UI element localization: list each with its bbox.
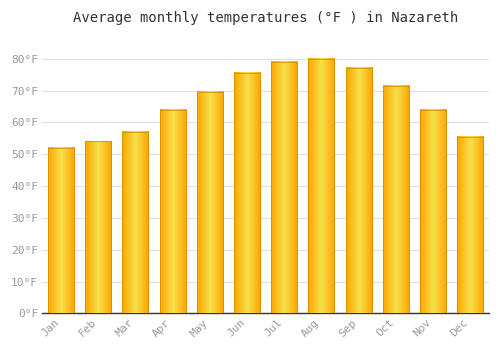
Bar [420,110,446,313]
Bar [383,86,409,313]
Bar [308,59,334,313]
Bar [458,136,483,313]
Bar [271,62,297,313]
Bar [346,68,372,313]
Bar [122,132,148,313]
Title: Average monthly temperatures (°F ) in Nazareth: Average monthly temperatures (°F ) in Na… [73,11,458,25]
Bar [160,110,186,313]
Bar [234,73,260,313]
Bar [85,141,111,313]
Bar [196,92,223,313]
Bar [48,148,74,313]
